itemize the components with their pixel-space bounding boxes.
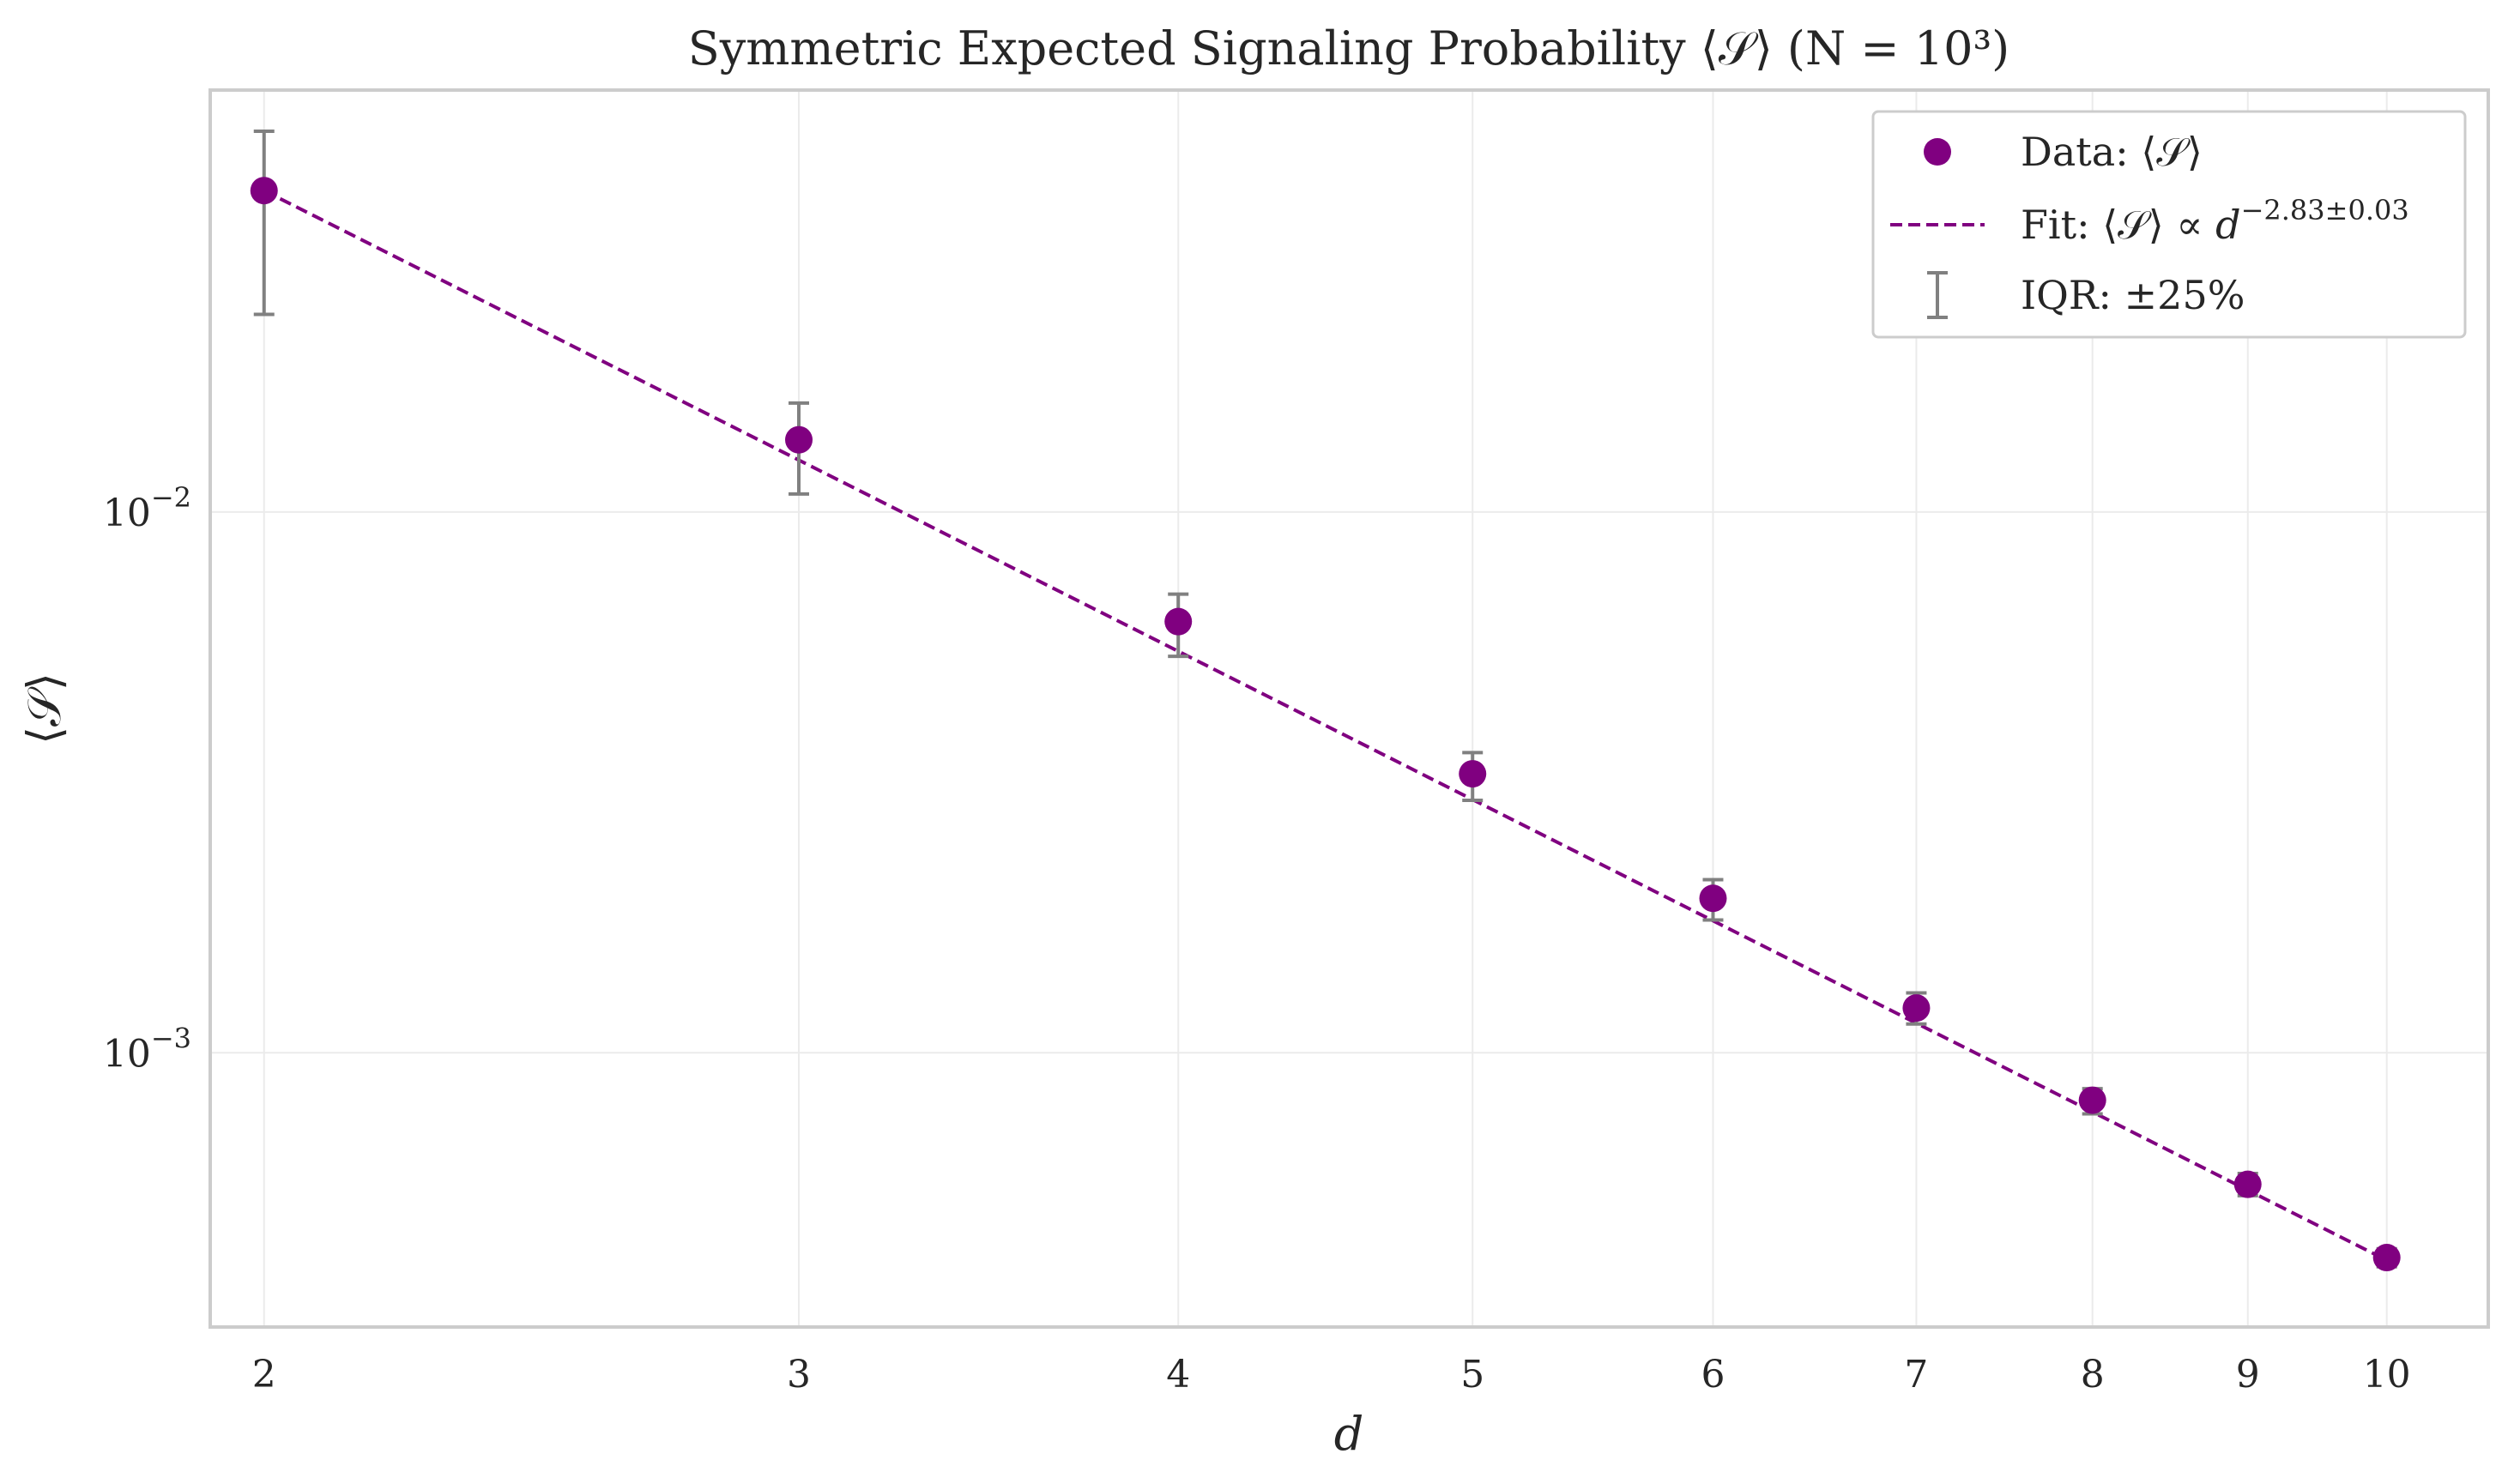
legend-box [1871, 110, 2467, 339]
x-tick-label-2: 2 [252, 1353, 276, 1397]
legend: Data: ⟨𝒮⟩ Fit: ⟨𝒮⟩ ∝ d−2.83±0.03 IQR: ±2… [1871, 110, 2467, 339]
x-tick-label-4: 4 [1166, 1353, 1190, 1397]
y-tick-label-−3: 10−3 [103, 1022, 191, 1076]
errorbar-d2 [253, 130, 275, 317]
data-point-d9 [2233, 1170, 2262, 1198]
x-tick-label-8: 8 [2081, 1353, 2105, 1397]
x-tick-label-3: 3 [787, 1353, 811, 1397]
x-tick-label-7: 7 [1904, 1353, 1928, 1397]
data-point-d2 [250, 177, 278, 205]
legend-data-label: Data: ⟨𝒮⟩ [2021, 129, 2203, 175]
plot-frame [208, 88, 2490, 1329]
legend-iqr-label: IQR: ±25% [2021, 272, 2245, 318]
data-point-d8 [2078, 1086, 2106, 1114]
x-tick-label-6: 6 [1701, 1353, 1725, 1397]
data-point-d6 [1699, 884, 1727, 913]
legend-fit-label: Fit: ⟨𝒮⟩ ∝ d−2.83±0.03 [2021, 194, 2409, 248]
x-tick-label-10: 10 [2363, 1353, 2411, 1397]
fit-line [263, 189, 2388, 1262]
data-point-d7 [1902, 994, 1931, 1023]
data-point-d5 [1459, 760, 1487, 788]
data-point-d4 [1164, 607, 1193, 636]
x-tick-label-9: 9 [2236, 1353, 2260, 1397]
tick-labels: 2 3 4 5 6 7 8 9 10 10−2 10−3 [103, 481, 2411, 1397]
y-tick-label-−2: 10−2 [103, 481, 191, 535]
chart-title: Symmetric Expected Signaling Probability… [688, 21, 2010, 75]
legend-data-marker [1924, 138, 1951, 166]
data-point-d3 [785, 425, 813, 454]
y-axis-label: ⟨𝒮⟩ [17, 673, 71, 745]
data-point-d10 [2372, 1244, 2401, 1272]
x-tick-label-5: 5 [1460, 1353, 1484, 1397]
x-axis-label: d [1334, 1407, 1364, 1461]
legend-errorbar-marker [1927, 271, 1948, 319]
plot-area [250, 130, 2401, 1272]
